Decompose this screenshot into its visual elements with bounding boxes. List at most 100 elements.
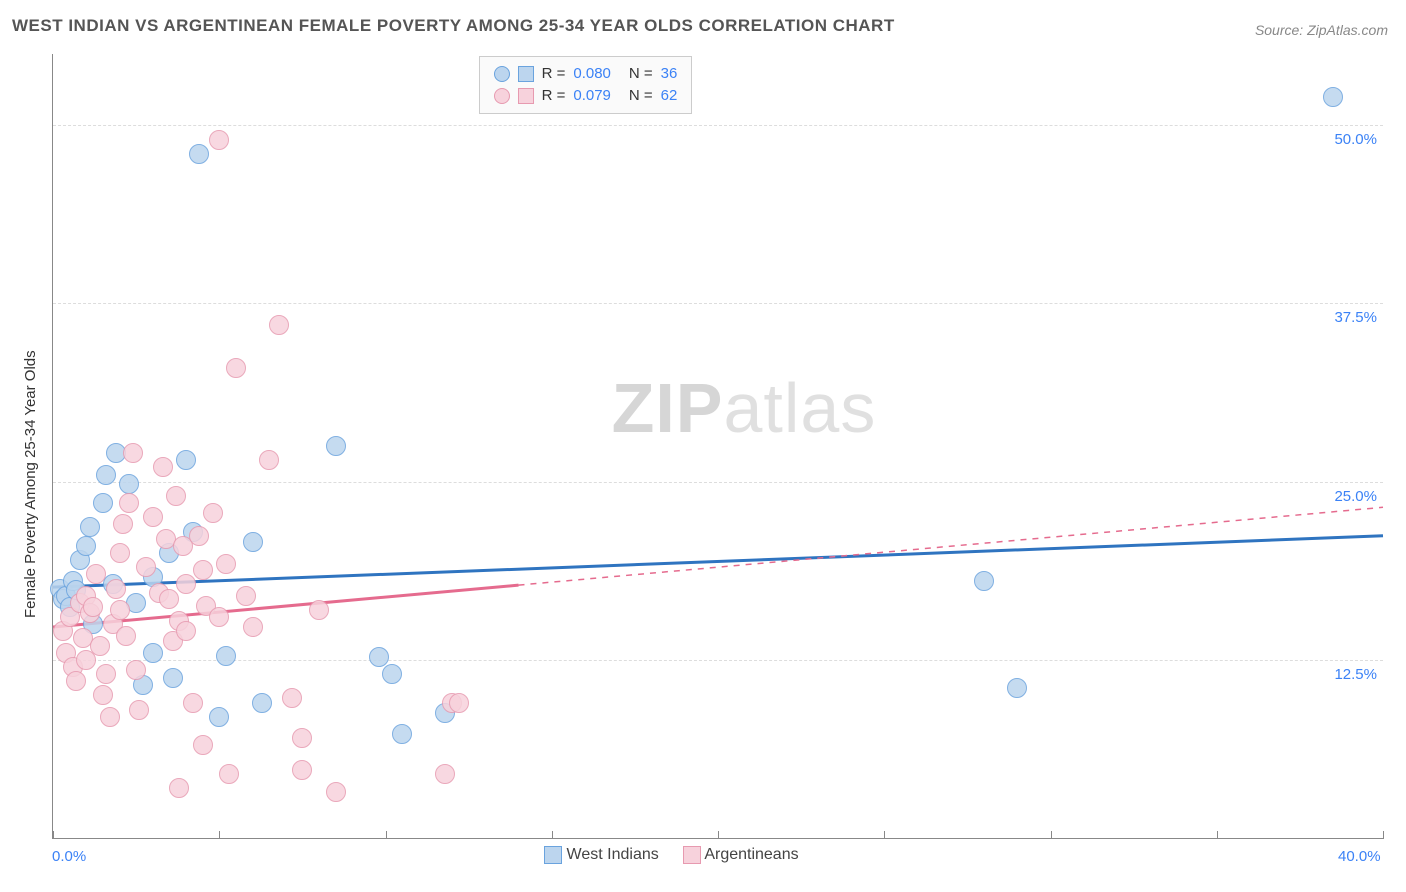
scatter-point — [326, 782, 346, 802]
scatter-point — [129, 700, 149, 720]
legend-n-value: 36 — [661, 63, 678, 85]
scatter-point — [189, 144, 209, 164]
legend-swatch-circle — [494, 88, 510, 104]
chart-title: WEST INDIAN VS ARGENTINEAN FEMALE POVERT… — [12, 16, 895, 36]
scatter-point — [392, 724, 412, 744]
scatter-point — [216, 646, 236, 666]
legend-series-item: West Indians — [544, 846, 659, 864]
scatter-point — [159, 589, 179, 609]
scatter-point — [90, 636, 110, 656]
scatter-point — [176, 621, 196, 641]
scatter-point — [1007, 678, 1027, 698]
y-tick-label: 37.5% — [1334, 309, 1377, 326]
x-tick-label: 40.0% — [1338, 848, 1381, 865]
scatter-point — [292, 760, 312, 780]
x-tick — [219, 831, 220, 839]
scatter-point — [76, 536, 96, 556]
x-tick — [1217, 831, 1218, 839]
scatter-point — [126, 660, 146, 680]
scatter-point — [209, 130, 229, 150]
scatter-point — [236, 586, 256, 606]
scatter-point — [216, 554, 236, 574]
legend-r-label: R = — [542, 63, 566, 85]
y-axis-label: Female Poverty Among 25-34 Year Olds — [22, 351, 39, 619]
gridline — [53, 125, 1383, 126]
scatter-point — [435, 764, 455, 784]
legend-stats-row: R = 0.080 N = 36 — [494, 63, 678, 85]
y-tick-label: 50.0% — [1334, 131, 1377, 148]
scatter-point — [106, 579, 126, 599]
scatter-point — [66, 671, 86, 691]
trend-lines-layer — [53, 54, 1383, 838]
scatter-point — [193, 560, 213, 580]
scatter-point — [209, 707, 229, 727]
scatter-point — [269, 315, 289, 335]
scatter-point — [326, 436, 346, 456]
legend-swatch-square — [518, 88, 534, 104]
scatter-point — [143, 643, 163, 663]
scatter-point — [974, 571, 994, 591]
scatter-point — [116, 626, 136, 646]
scatter-point — [83, 597, 103, 617]
scatter-point — [113, 514, 133, 534]
scatter-point — [1323, 87, 1343, 107]
x-tick — [1051, 831, 1052, 839]
scatter-point — [189, 526, 209, 546]
scatter-point — [226, 358, 246, 378]
scatter-point — [119, 493, 139, 513]
scatter-point — [243, 532, 263, 552]
scatter-point — [80, 517, 100, 537]
x-tick — [1383, 831, 1384, 839]
scatter-point — [219, 764, 239, 784]
x-tick — [552, 831, 553, 839]
x-tick — [884, 831, 885, 839]
y-tick-label: 25.0% — [1334, 488, 1377, 505]
scatter-point — [166, 486, 186, 506]
scatter-point — [369, 647, 389, 667]
scatter-point — [93, 685, 113, 705]
scatter-point — [153, 457, 173, 477]
scatter-point — [110, 600, 130, 620]
legend-series-item: Argentineans — [683, 846, 799, 864]
scatter-point — [169, 778, 189, 798]
gridline — [53, 660, 1383, 661]
legend-swatch — [683, 846, 701, 864]
legend-n-label: N = — [629, 63, 653, 85]
x-tick — [386, 831, 387, 839]
legend-r-label: R = — [542, 85, 566, 107]
scatter-point — [243, 617, 263, 637]
scatter-point — [119, 474, 139, 494]
scatter-point — [292, 728, 312, 748]
legend-series-label: Argentineans — [704, 846, 798, 863]
y-tick-label: 12.5% — [1334, 666, 1377, 683]
plot-area: ZIPatlas R = 0.080N = 36R = 0.079N = 62 … — [52, 54, 1383, 839]
scatter-point — [96, 664, 116, 684]
scatter-point — [93, 493, 113, 513]
scatter-point — [203, 503, 223, 523]
scatter-point — [136, 557, 156, 577]
legend-stats-row: R = 0.079N = 62 — [494, 85, 678, 107]
trend-line-extrapolated — [519, 507, 1384, 585]
scatter-point — [100, 707, 120, 727]
scatter-point — [176, 574, 196, 594]
scatter-point — [176, 450, 196, 470]
scatter-point — [183, 693, 203, 713]
scatter-point — [86, 564, 106, 584]
scatter-point — [123, 443, 143, 463]
scatter-point — [449, 693, 469, 713]
scatter-point — [282, 688, 302, 708]
chart-source: Source: ZipAtlas.com — [1255, 22, 1388, 38]
scatter-point — [96, 465, 116, 485]
gridline — [53, 303, 1383, 304]
legend-n-label: N = — [629, 85, 653, 107]
scatter-point — [309, 600, 329, 620]
legend-series: West Indians Argentineans — [544, 846, 799, 864]
legend-swatch-circle — [494, 66, 510, 82]
legend-swatch-square — [518, 66, 534, 82]
scatter-point — [110, 543, 130, 563]
scatter-point — [252, 693, 272, 713]
x-tick — [53, 831, 54, 839]
legend-n-value: 62 — [661, 85, 678, 107]
x-tick-label: 0.0% — [52, 848, 86, 865]
legend-r-value: 0.080 — [573, 63, 611, 85]
